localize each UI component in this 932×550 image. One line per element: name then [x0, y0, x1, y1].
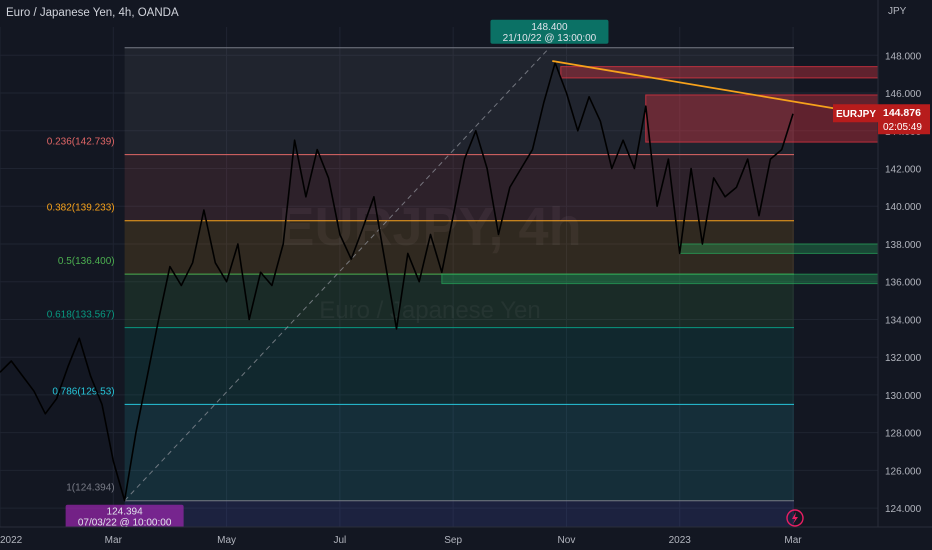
- bolt-icon[interactable]: [786, 509, 804, 527]
- fib-trend-line: [124, 47, 550, 502]
- x-tick-label: May: [217, 535, 236, 546]
- y-tick-label: 124.000: [885, 504, 922, 515]
- y-tick-label: 128.000: [885, 429, 922, 440]
- fib-level-label: 0.5(136.400): [58, 256, 115, 267]
- x-tick-label: Jul: [333, 535, 346, 546]
- price-series-line: [0, 61, 794, 502]
- y-tick-label: 138.000: [885, 240, 922, 251]
- chart-title: Euro / Japanese Yen, 4h, OANDA: [6, 7, 179, 19]
- last-price-label: 144.876 02:05:49: [878, 104, 930, 135]
- y-tick-label: 142.000: [885, 165, 922, 176]
- trendline: [552, 60, 845, 111]
- x-tick-label: 2023: [669, 535, 692, 546]
- y-tick-label: 134.000: [885, 315, 922, 326]
- fib-top-callout-value: 148.400: [531, 22, 568, 33]
- fib-level-label: 0.236(142.739): [47, 137, 115, 148]
- y-tick-label: 140.000: [885, 202, 922, 213]
- fib-band: [124, 327, 794, 405]
- price-axis-bg: [878, 0, 932, 550]
- fib-level-label: 1(124.394): [66, 483, 114, 494]
- watermark-symbol: EURJPY, 4h: [278, 197, 581, 257]
- y-tick-label: 130.000: [885, 391, 922, 402]
- fib-level-label: 0.786(129.53): [52, 386, 114, 397]
- last-price-countdown: 02:05:49: [883, 122, 922, 133]
- last-price-value: 144.876: [883, 107, 921, 119]
- x-tick-label: Nov: [558, 535, 576, 546]
- fib-level-label: 0.382(139.233): [47, 203, 115, 214]
- y-tick-label: 126.000: [885, 466, 922, 477]
- x-tick-label: 2022: [0, 535, 23, 546]
- symbol-label-text: EURJPY: [836, 109, 876, 120]
- fib-band: [124, 404, 794, 501]
- y-tick-label: 136.000: [885, 278, 922, 289]
- y-axis-unit: JPY: [888, 6, 907, 17]
- fib-band: [124, 500, 794, 527]
- watermark-name: Euro / Japanese Yen: [319, 297, 541, 324]
- fib-level-label: 0.618(133.567): [47, 310, 115, 321]
- zone-demand: [441, 273, 879, 285]
- fib-band: [124, 274, 794, 328]
- zone-demand: [679, 243, 879, 254]
- x-tick-label: Sep: [444, 535, 462, 546]
- fib-band: [124, 47, 794, 155]
- symbol-label: EURJPY: [833, 104, 878, 123]
- x-tick-label: Mar: [105, 535, 123, 546]
- fib-bottom-callout-value: 124.394: [107, 507, 144, 518]
- time-axis-bg: [0, 527, 932, 550]
- zone-supply: [560, 66, 879, 79]
- y-tick-label: 148.000: [885, 51, 922, 62]
- y-tick-label: 146.000: [885, 89, 922, 100]
- y-tick-label: 132.000: [885, 353, 922, 364]
- fib-bottom-callout-date: 07/03/22 @ 10:00:00: [78, 518, 172, 529]
- x-tick-label: Mar: [784, 535, 802, 546]
- fib-top-callout-date: 21/10/22 @ 13:00:00: [503, 33, 597, 44]
